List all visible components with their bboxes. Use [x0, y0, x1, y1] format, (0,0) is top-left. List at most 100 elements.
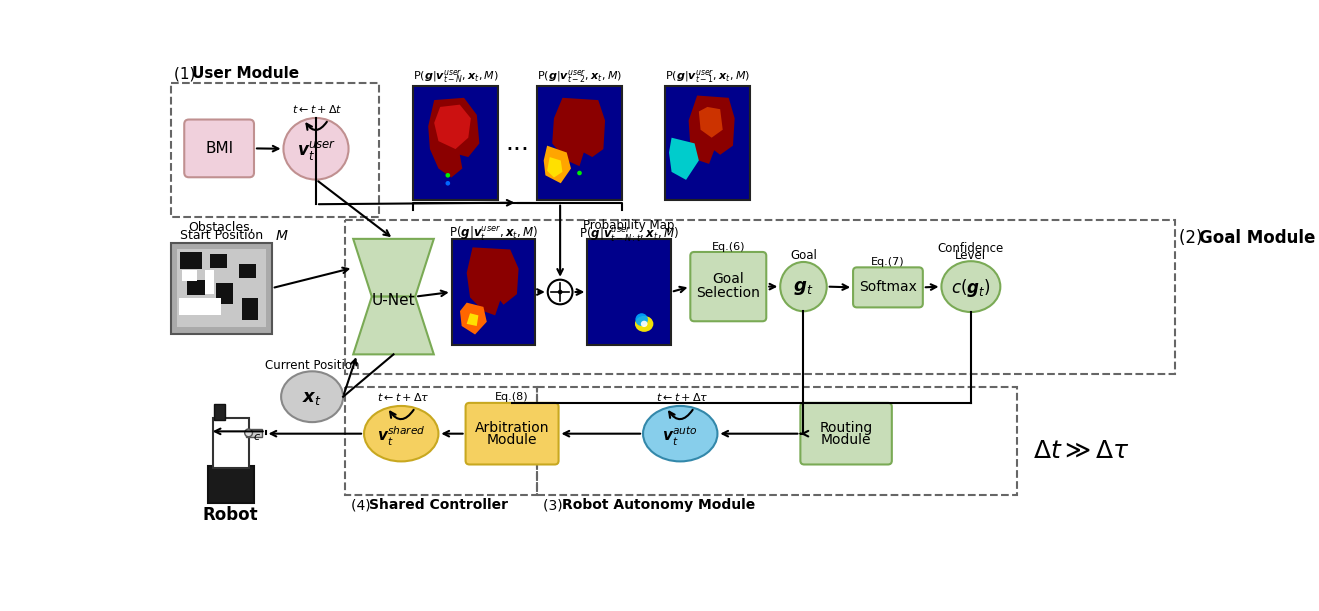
Circle shape	[558, 290, 562, 295]
Circle shape	[446, 181, 450, 186]
FancyBboxPatch shape	[801, 403, 892, 464]
Text: $t \leftarrow t+\Delta\tau$: $t \leftarrow t+\Delta\tau$	[656, 390, 708, 403]
Polygon shape	[669, 137, 699, 180]
Text: P($\boldsymbol{g}|\boldsymbol{v}_{t-N:t}^{user},\boldsymbol{x}_t,M$): P($\boldsymbol{g}|\boldsymbol{v}_{t-N:t}…	[579, 225, 679, 243]
Ellipse shape	[781, 262, 827, 311]
Bar	[344, 387, 537, 496]
Ellipse shape	[634, 316, 653, 332]
Text: Confidence: Confidence	[938, 241, 1004, 255]
Text: Module: Module	[487, 433, 537, 447]
Bar	[665, 86, 751, 200]
Polygon shape	[689, 95, 735, 164]
Text: Eq.(8): Eq.(8)	[495, 392, 529, 401]
Ellipse shape	[284, 118, 348, 180]
Polygon shape	[547, 157, 562, 178]
Text: BMI: BMI	[204, 141, 233, 156]
Text: P($\boldsymbol{g}|\boldsymbol{v}_{t-N}^{user},\boldsymbol{x}_t,M$): P($\boldsymbol{g}|\boldsymbol{v}_{t-N}^{…	[413, 68, 499, 85]
Circle shape	[245, 429, 252, 437]
Text: Eq.(7): Eq.(7)	[871, 257, 905, 267]
Polygon shape	[460, 302, 487, 334]
Bar	[239, 265, 256, 278]
Bar	[243, 298, 259, 320]
Text: $M$: $M$	[274, 229, 289, 243]
Text: Routing: Routing	[819, 420, 873, 434]
Text: Shared Controller: Shared Controller	[369, 499, 509, 513]
Text: c: c	[253, 432, 260, 442]
Bar	[214, 404, 224, 420]
Ellipse shape	[641, 321, 648, 327]
Text: $t \leftarrow t+\Delta\tau$: $t \leftarrow t+\Delta\tau$	[377, 390, 429, 403]
Text: $\Delta t \gg \Delta\tau$: $\Delta t \gg \Delta\tau$	[1033, 439, 1130, 463]
Text: $\boldsymbol{v}_t^{user}$: $\boldsymbol{v}_t^{user}$	[297, 139, 335, 163]
Polygon shape	[543, 145, 571, 183]
Text: (3): (3)	[543, 499, 567, 513]
Text: (1): (1)	[174, 66, 200, 81]
Bar	[344, 219, 1175, 373]
Text: Arbitration: Arbitration	[475, 420, 549, 434]
Bar	[207, 466, 255, 503]
Text: Eq.(6): Eq.(6)	[711, 241, 745, 252]
Text: $c(\boldsymbol{g}_t)$: $c(\boldsymbol{g}_t)$	[951, 277, 991, 299]
Text: Probability Map: Probability Map	[583, 219, 675, 232]
Bar	[451, 239, 536, 345]
Text: P($\boldsymbol{g}|\boldsymbol{v}_{t-2}^{user},\boldsymbol{x}_t,M$): P($\boldsymbol{g}|\boldsymbol{v}_{t-2}^{…	[537, 68, 623, 85]
Bar	[171, 82, 379, 218]
FancyBboxPatch shape	[185, 120, 255, 177]
Ellipse shape	[364, 406, 438, 461]
Ellipse shape	[636, 313, 648, 326]
Polygon shape	[467, 313, 479, 326]
Bar	[212, 419, 248, 468]
Polygon shape	[699, 107, 723, 137]
Text: P($\boldsymbol{g}|\boldsymbol{v}_t^{user},\boldsymbol{x}_t,M$): P($\boldsymbol{g}|\boldsymbol{v}_t^{user…	[448, 224, 538, 242]
Ellipse shape	[644, 406, 718, 461]
Text: (2): (2)	[1179, 229, 1208, 247]
Text: P($\boldsymbol{g}|\boldsymbol{v}_{t-1}^{user},\boldsymbol{x}_t,M$): P($\boldsymbol{g}|\boldsymbol{v}_{t-1}^{…	[665, 68, 751, 85]
Text: User Module: User Module	[193, 66, 299, 81]
Text: Selection: Selection	[696, 286, 760, 300]
Text: Softmax: Softmax	[859, 280, 917, 295]
Polygon shape	[353, 239, 434, 296]
Text: $\boldsymbol{v}_t^{shared}$: $\boldsymbol{v}_t^{shared}$	[377, 425, 426, 448]
Bar	[179, 298, 222, 315]
Circle shape	[547, 280, 572, 304]
Bar	[413, 86, 499, 200]
Bar	[171, 243, 272, 334]
Text: Robot Autonomy Module: Robot Autonomy Module	[562, 499, 754, 513]
Bar	[537, 387, 1017, 496]
Bar	[587, 239, 671, 345]
Text: Goal: Goal	[790, 249, 816, 262]
Text: (4): (4)	[351, 499, 375, 513]
Polygon shape	[429, 98, 479, 178]
Polygon shape	[553, 98, 605, 166]
Text: Robot: Robot	[203, 507, 259, 524]
Bar	[182, 271, 198, 281]
Text: U-Net: U-Net	[372, 293, 415, 308]
Bar	[177, 249, 265, 327]
Text: ...: ...	[505, 131, 529, 155]
Text: Obstacles,: Obstacles,	[189, 221, 255, 234]
Ellipse shape	[281, 371, 343, 422]
Bar	[216, 283, 233, 304]
Circle shape	[446, 173, 450, 178]
Bar	[186, 280, 206, 295]
Bar	[247, 429, 261, 437]
Text: $\boldsymbol{x}_t$: $\boldsymbol{x}_t$	[302, 389, 322, 408]
Bar	[210, 254, 227, 268]
Bar	[181, 252, 202, 269]
Ellipse shape	[942, 261, 1000, 312]
Text: Current Position: Current Position	[265, 359, 359, 371]
Circle shape	[578, 170, 582, 175]
Bar	[206, 271, 215, 293]
Polygon shape	[434, 104, 471, 149]
Text: Goal Module: Goal Module	[1199, 229, 1315, 247]
FancyBboxPatch shape	[853, 268, 923, 307]
Bar	[537, 86, 623, 200]
Text: Level: Level	[955, 249, 987, 262]
FancyBboxPatch shape	[690, 252, 766, 321]
Polygon shape	[467, 247, 518, 315]
Text: $\boldsymbol{g}_t$: $\boldsymbol{g}_t$	[793, 279, 814, 297]
Text: Module: Module	[820, 433, 872, 447]
Polygon shape	[353, 296, 434, 354]
Text: Goal: Goal	[712, 272, 744, 286]
Text: $\boldsymbol{v}_t^{auto}$: $\boldsymbol{v}_t^{auto}$	[662, 425, 698, 448]
